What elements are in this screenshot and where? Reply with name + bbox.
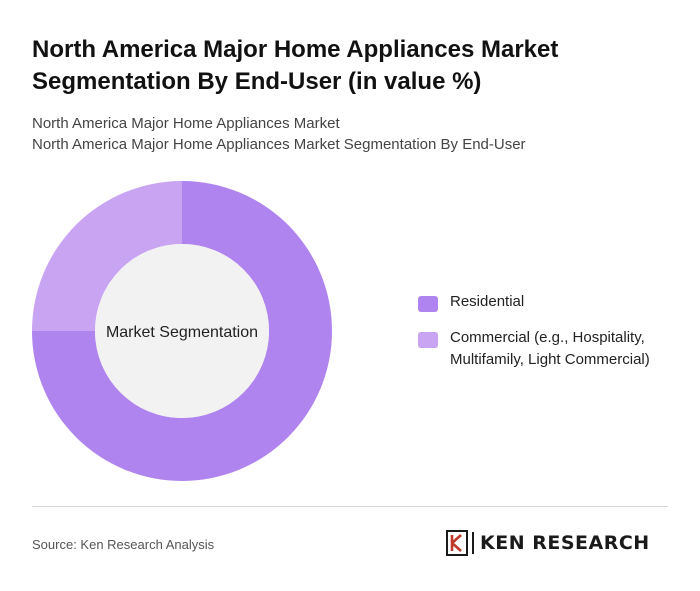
donut-slice-commercial	[32, 181, 182, 331]
source-note: Source: Ken Research Analysis	[32, 537, 215, 552]
legend-item-commercial: Commercial (e.g., Hospitality, Multifami…	[418, 327, 688, 371]
donut-center	[95, 244, 269, 418]
donut-center-label: Market Segmentation	[106, 324, 258, 341]
chart-legend: Residential Commercial (e.g., Hospitalit…	[418, 291, 688, 385]
logo-separator	[472, 532, 474, 554]
ken-research-logo: KEN RESEARCH	[446, 530, 650, 556]
chart-subtitle: North America Major Home Appliances Mark…	[32, 113, 672, 155]
subtitle-line-2: North America Major Home Appliances Mark…	[32, 136, 526, 153]
footer-divider	[32, 506, 668, 507]
legend-label-residential: Residential	[450, 293, 525, 310]
ken-logo-mark-icon	[446, 530, 468, 556]
legend-swatch-commercial	[418, 332, 438, 348]
legend-item-residential: Residential	[418, 291, 688, 313]
chart-title: North America Major Home Appliances Mark…	[32, 36, 559, 95]
subtitle-line-1: North America Major Home Appliances Mark…	[32, 115, 340, 132]
legend-label-commercial: Commercial (e.g., Hospitality, Multifami…	[450, 329, 650, 368]
donut-slice-residential	[32, 181, 332, 481]
logo-text: KEN RESEARCH	[480, 532, 650, 554]
legend-swatch-residential	[418, 296, 438, 312]
